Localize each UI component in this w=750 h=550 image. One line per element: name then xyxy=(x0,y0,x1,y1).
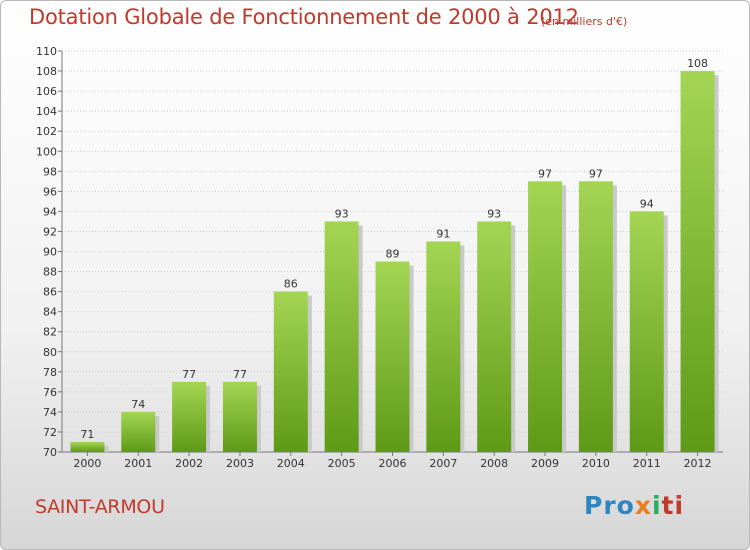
commune-name: SAINT-ARMOU xyxy=(35,496,165,518)
y-tick-label: 76 xyxy=(43,386,57,399)
data-label: 74 xyxy=(131,398,145,411)
y-tick-label: 88 xyxy=(43,266,57,279)
x-tick-label: 2001 xyxy=(124,457,152,470)
bar xyxy=(528,181,563,452)
axes: 70 72 74 76 78 80 82 84 86 88 90 92 94 96 98 100 102 104 1… xyxy=(36,45,723,470)
value-labels: 71 74 77 77 86 93 89 91 93 97 97 94 108 xyxy=(80,57,708,441)
data-label: 77 xyxy=(233,368,247,381)
bar xyxy=(426,241,461,452)
bar xyxy=(121,411,156,452)
data-label: 77 xyxy=(182,368,196,381)
data-label: 93 xyxy=(487,207,501,220)
bar xyxy=(578,181,613,452)
y-tick-label: 94 xyxy=(43,205,57,218)
y-tick-label: 100 xyxy=(36,145,57,158)
x-tick-label: 2000 xyxy=(73,457,101,470)
x-tick-label: 2010 xyxy=(582,457,610,470)
x-tick-label: 2003 xyxy=(226,457,254,470)
y-tick-label: 108 xyxy=(36,65,57,78)
unit-label: (en milliers d'€) xyxy=(541,15,628,28)
bars xyxy=(70,71,719,453)
bar xyxy=(222,381,257,452)
y-tick-label: 96 xyxy=(43,185,57,198)
data-label: 86 xyxy=(284,278,298,291)
y-tick-label: 84 xyxy=(43,306,57,319)
y-tick-label: 74 xyxy=(43,406,57,419)
x-tick-label: 2011 xyxy=(633,457,661,470)
x-tick-label: 2006 xyxy=(379,457,407,470)
bar xyxy=(172,381,207,452)
x-tick-label: 2004 xyxy=(277,457,305,470)
y-tick-label: 70 xyxy=(43,446,57,459)
data-label: 97 xyxy=(589,167,603,180)
y-tick-label: 106 xyxy=(36,85,57,98)
y-tick-label: 72 xyxy=(43,426,57,439)
y-tick-label: 92 xyxy=(43,225,57,238)
x-tick-label: 2007 xyxy=(429,457,457,470)
data-label: 91 xyxy=(436,227,450,240)
data-label: 108 xyxy=(687,57,708,70)
x-tick-label: 2005 xyxy=(328,457,356,470)
bar xyxy=(477,221,512,452)
x-tick-label: 2008 xyxy=(480,457,508,470)
y-tick-label: 104 xyxy=(36,105,57,118)
proxiti-logo: Proxiti xyxy=(584,491,685,520)
x-tick-label: 2012 xyxy=(684,457,712,470)
y-tick-label: 98 xyxy=(43,165,57,178)
x-tick-label: 2002 xyxy=(175,457,203,470)
data-label: 97 xyxy=(538,167,552,180)
x-tick-label: 2009 xyxy=(531,457,559,470)
data-label: 94 xyxy=(640,197,654,210)
bar xyxy=(375,261,410,452)
data-label: 93 xyxy=(335,207,349,220)
data-label: 89 xyxy=(386,248,400,261)
data-label: 71 xyxy=(80,428,94,441)
bar xyxy=(629,211,664,452)
y-tick-label: 90 xyxy=(43,246,57,259)
y-tick-label: 86 xyxy=(43,286,57,299)
y-tick-label: 110 xyxy=(36,45,57,58)
bar xyxy=(680,71,715,453)
y-tick-label: 80 xyxy=(43,346,57,359)
bar xyxy=(70,441,105,452)
y-tick-label: 78 xyxy=(43,366,57,379)
y-tick-label: 82 xyxy=(43,326,57,339)
bar xyxy=(324,221,359,452)
y-tick-label: 102 xyxy=(36,125,57,138)
bar xyxy=(273,291,308,452)
chart-title: Dotation Globale de Fonctionnement de 20… xyxy=(29,5,579,29)
